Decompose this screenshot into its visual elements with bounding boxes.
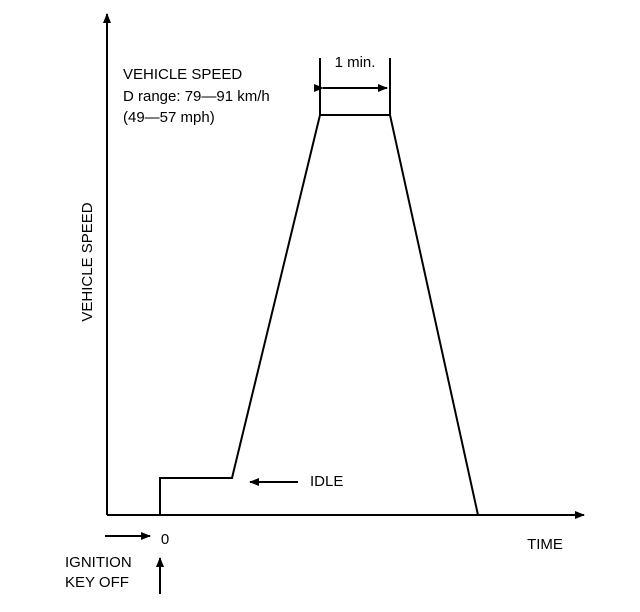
x-axis-label: TIME xyxy=(527,536,563,553)
annotation-range: D range: 79—91 km/h xyxy=(123,88,270,105)
duration-label: 1 min. xyxy=(335,54,376,71)
origin-label: 0 xyxy=(161,531,169,548)
speed-profile xyxy=(159,114,479,516)
idle-label: IDLE xyxy=(310,473,343,490)
annotation-range: (49—57 mph) xyxy=(123,109,215,126)
event-label: KEY OFF xyxy=(65,574,129,591)
annotation-title: VEHICLE SPEED xyxy=(123,66,242,83)
event-label: IGNITION xyxy=(65,554,132,571)
y-axis-label: VEHICLE SPEED xyxy=(79,202,96,321)
